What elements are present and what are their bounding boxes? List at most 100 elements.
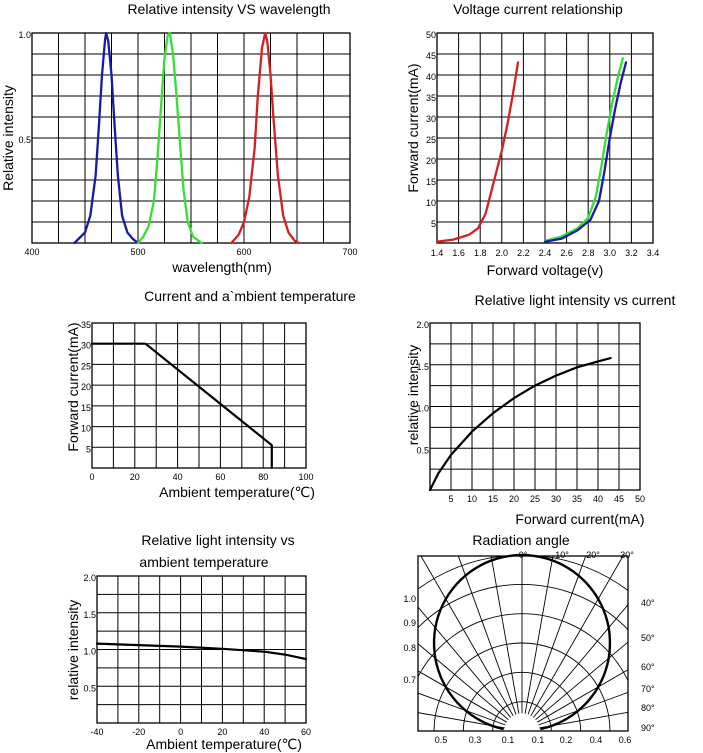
angle-label: 80° <box>641 703 655 713</box>
plot-frame <box>429 322 641 491</box>
x-tick-label: 700 <box>342 247 357 257</box>
x-tick-label: 20 <box>130 472 140 482</box>
plot-frame <box>436 32 654 244</box>
radial-scale-label: 0.2 <box>560 735 573 745</box>
y-tick-label: 0.5 <box>83 683 96 693</box>
x-tick-label: 3.2 <box>625 248 638 258</box>
radial-scale-label: 0.1 <box>532 735 545 745</box>
x-tick-label: 3.4 <box>647 248 660 258</box>
x-tick-label: 3.0 <box>604 248 617 258</box>
x-tick-label: 40 <box>593 494 603 504</box>
radial-scale-label: 0.3 <box>469 735 482 745</box>
x-tick-label: 1.4 <box>431 248 444 258</box>
y-tick-label: 0.5 <box>18 135 31 145</box>
series-line <box>435 61 520 243</box>
chart-3-y-axis-label: Forward current(mA) <box>65 322 81 451</box>
y-tick-label: 10 <box>426 198 436 208</box>
y-tick-label: 5 <box>431 219 436 229</box>
angle-label: 90° <box>641 723 655 733</box>
polar-grid-spoke <box>457 556 517 715</box>
radial-scale-label: 0.6 <box>619 735 632 745</box>
polar-grid-spoke <box>418 643 509 721</box>
chart-3-grid <box>91 322 307 469</box>
x-tick-label: 30 <box>551 494 561 504</box>
relative-intensity-vs-current-chart: Relative light intensity vs current 5 10 1… <box>405 292 675 527</box>
chart-2-series <box>435 57 628 243</box>
chart-2-x-axis-label: Forward voltage(v) <box>487 262 604 278</box>
radial-scale-label: 0.4 <box>590 735 603 745</box>
polar-grid-spoke <box>418 606 512 718</box>
x-tick-label: 45 <box>614 494 624 504</box>
chart-3-title: Current and a`mbient temperature <box>144 288 356 304</box>
series-line <box>230 31 301 245</box>
angle-label: 0° <box>519 550 528 560</box>
radiation-pattern-curve <box>432 553 612 731</box>
polar-grid-spoke <box>418 670 508 723</box>
x-tick-label: 80 <box>258 472 268 482</box>
x-tick-label: 20 <box>509 494 519 504</box>
x-tick-label: 35 <box>572 494 582 504</box>
chart-2-title: Voltage current relationship <box>453 1 623 17</box>
plot-frame <box>91 322 307 469</box>
chart-6-title: Radiation angle <box>472 532 570 548</box>
x-tick-label: 2.4 <box>539 248 552 258</box>
x-tick-label: 1.8 <box>474 248 487 258</box>
x-tick-label: 2.8 <box>582 248 595 258</box>
polar-grid-spoke <box>527 556 587 715</box>
relative-intensity-vs-ambient-temperature-chart: Relative light intensity vs ambient temp… <box>65 532 311 752</box>
chart-5-y-axis-label: relative intensity <box>65 600 81 700</box>
chart-5-ticks: -40 -20 0 20 40 60 0.5 1.0 1.5 2.0 <box>83 573 311 737</box>
angle-label: 30° <box>620 550 634 560</box>
y-tick-label: 40 <box>426 72 436 82</box>
x-tick-label: -40 <box>90 727 103 737</box>
radiation-polar-plot <box>417 553 629 732</box>
y-tick-label: 2.0 <box>416 320 429 330</box>
x-tick-label: 100 <box>298 472 313 482</box>
chart-2-ticks: 1.4 1.6 1.8 2.0 2.2 2.4 2.6 2.8 3.0 3.2 3.4 5 10 15 20… <box>426 30 659 258</box>
x-tick-label: 400 <box>24 247 39 257</box>
series-line <box>543 57 624 243</box>
radiation-angle-chart: Radiation angle 0° 10° 20° 30° 40° 50° 60° 70° 8… <box>403 532 655 745</box>
chart-5-series <box>95 642 308 661</box>
x-tick-label: 20 <box>217 727 227 737</box>
chart-1-y-axis-label: Relative intensity <box>0 85 16 191</box>
series-line <box>543 61 628 243</box>
y-tick-label: 1.0 <box>416 404 429 414</box>
y-tick-label: 2.0 <box>83 573 96 583</box>
radial-scale-label: 0.8 <box>403 643 416 653</box>
x-tick-label: 1.6 <box>452 248 465 258</box>
x-tick-label: 40 <box>259 727 269 737</box>
y-tick-label: 1.5 <box>416 362 429 372</box>
angle-label: 20° <box>586 550 600 560</box>
chart-5-x-axis-label: Ambient temperature(℃) <box>146 736 302 752</box>
voltage-current-chart: Voltage current relationship 1.4 1.6 1.8 2.… <box>405 1 659 278</box>
x-tick-label: 2.2 <box>517 248 530 258</box>
chart-1-grid <box>31 32 351 244</box>
x-tick-label: 600 <box>236 247 251 257</box>
x-tick-label: 60 <box>215 472 225 482</box>
x-tick-label: 5 <box>448 494 453 504</box>
x-tick-label: 50 <box>635 494 645 504</box>
angle-label: 60° <box>641 662 655 672</box>
chart-5-title-line-2: ambient temperature <box>139 554 268 570</box>
chart-3-x-axis-label: Ambient temperature(℃) <box>159 484 315 500</box>
x-tick-label: 15 <box>488 494 498 504</box>
y-tick-label: 15 <box>426 177 436 187</box>
relative-intensity-vs-wavelength-chart: Relative intensity VS wavelength 400 500 6… <box>0 1 358 275</box>
y-tick-label: 25 <box>426 135 436 145</box>
x-tick-label: 500 <box>130 247 145 257</box>
chart-1-ticks: 400 500 600 700 0.5 1.0 <box>18 30 357 257</box>
y-tick-label: 30 <box>81 341 91 351</box>
y-tick-label: 35 <box>426 93 436 103</box>
y-tick-label: 35 <box>81 320 91 330</box>
polar-grid-spoke <box>539 711 628 729</box>
radial-scale-label: 1.0 <box>403 594 416 604</box>
x-tick-label: 25 <box>530 494 540 504</box>
y-tick-label: 1.5 <box>83 610 96 620</box>
x-tick-label: -20 <box>132 727 145 737</box>
y-tick-label: 50 <box>426 30 436 40</box>
chart-5-grid <box>96 575 307 724</box>
series-line <box>90 342 273 470</box>
series-line <box>95 642 308 661</box>
